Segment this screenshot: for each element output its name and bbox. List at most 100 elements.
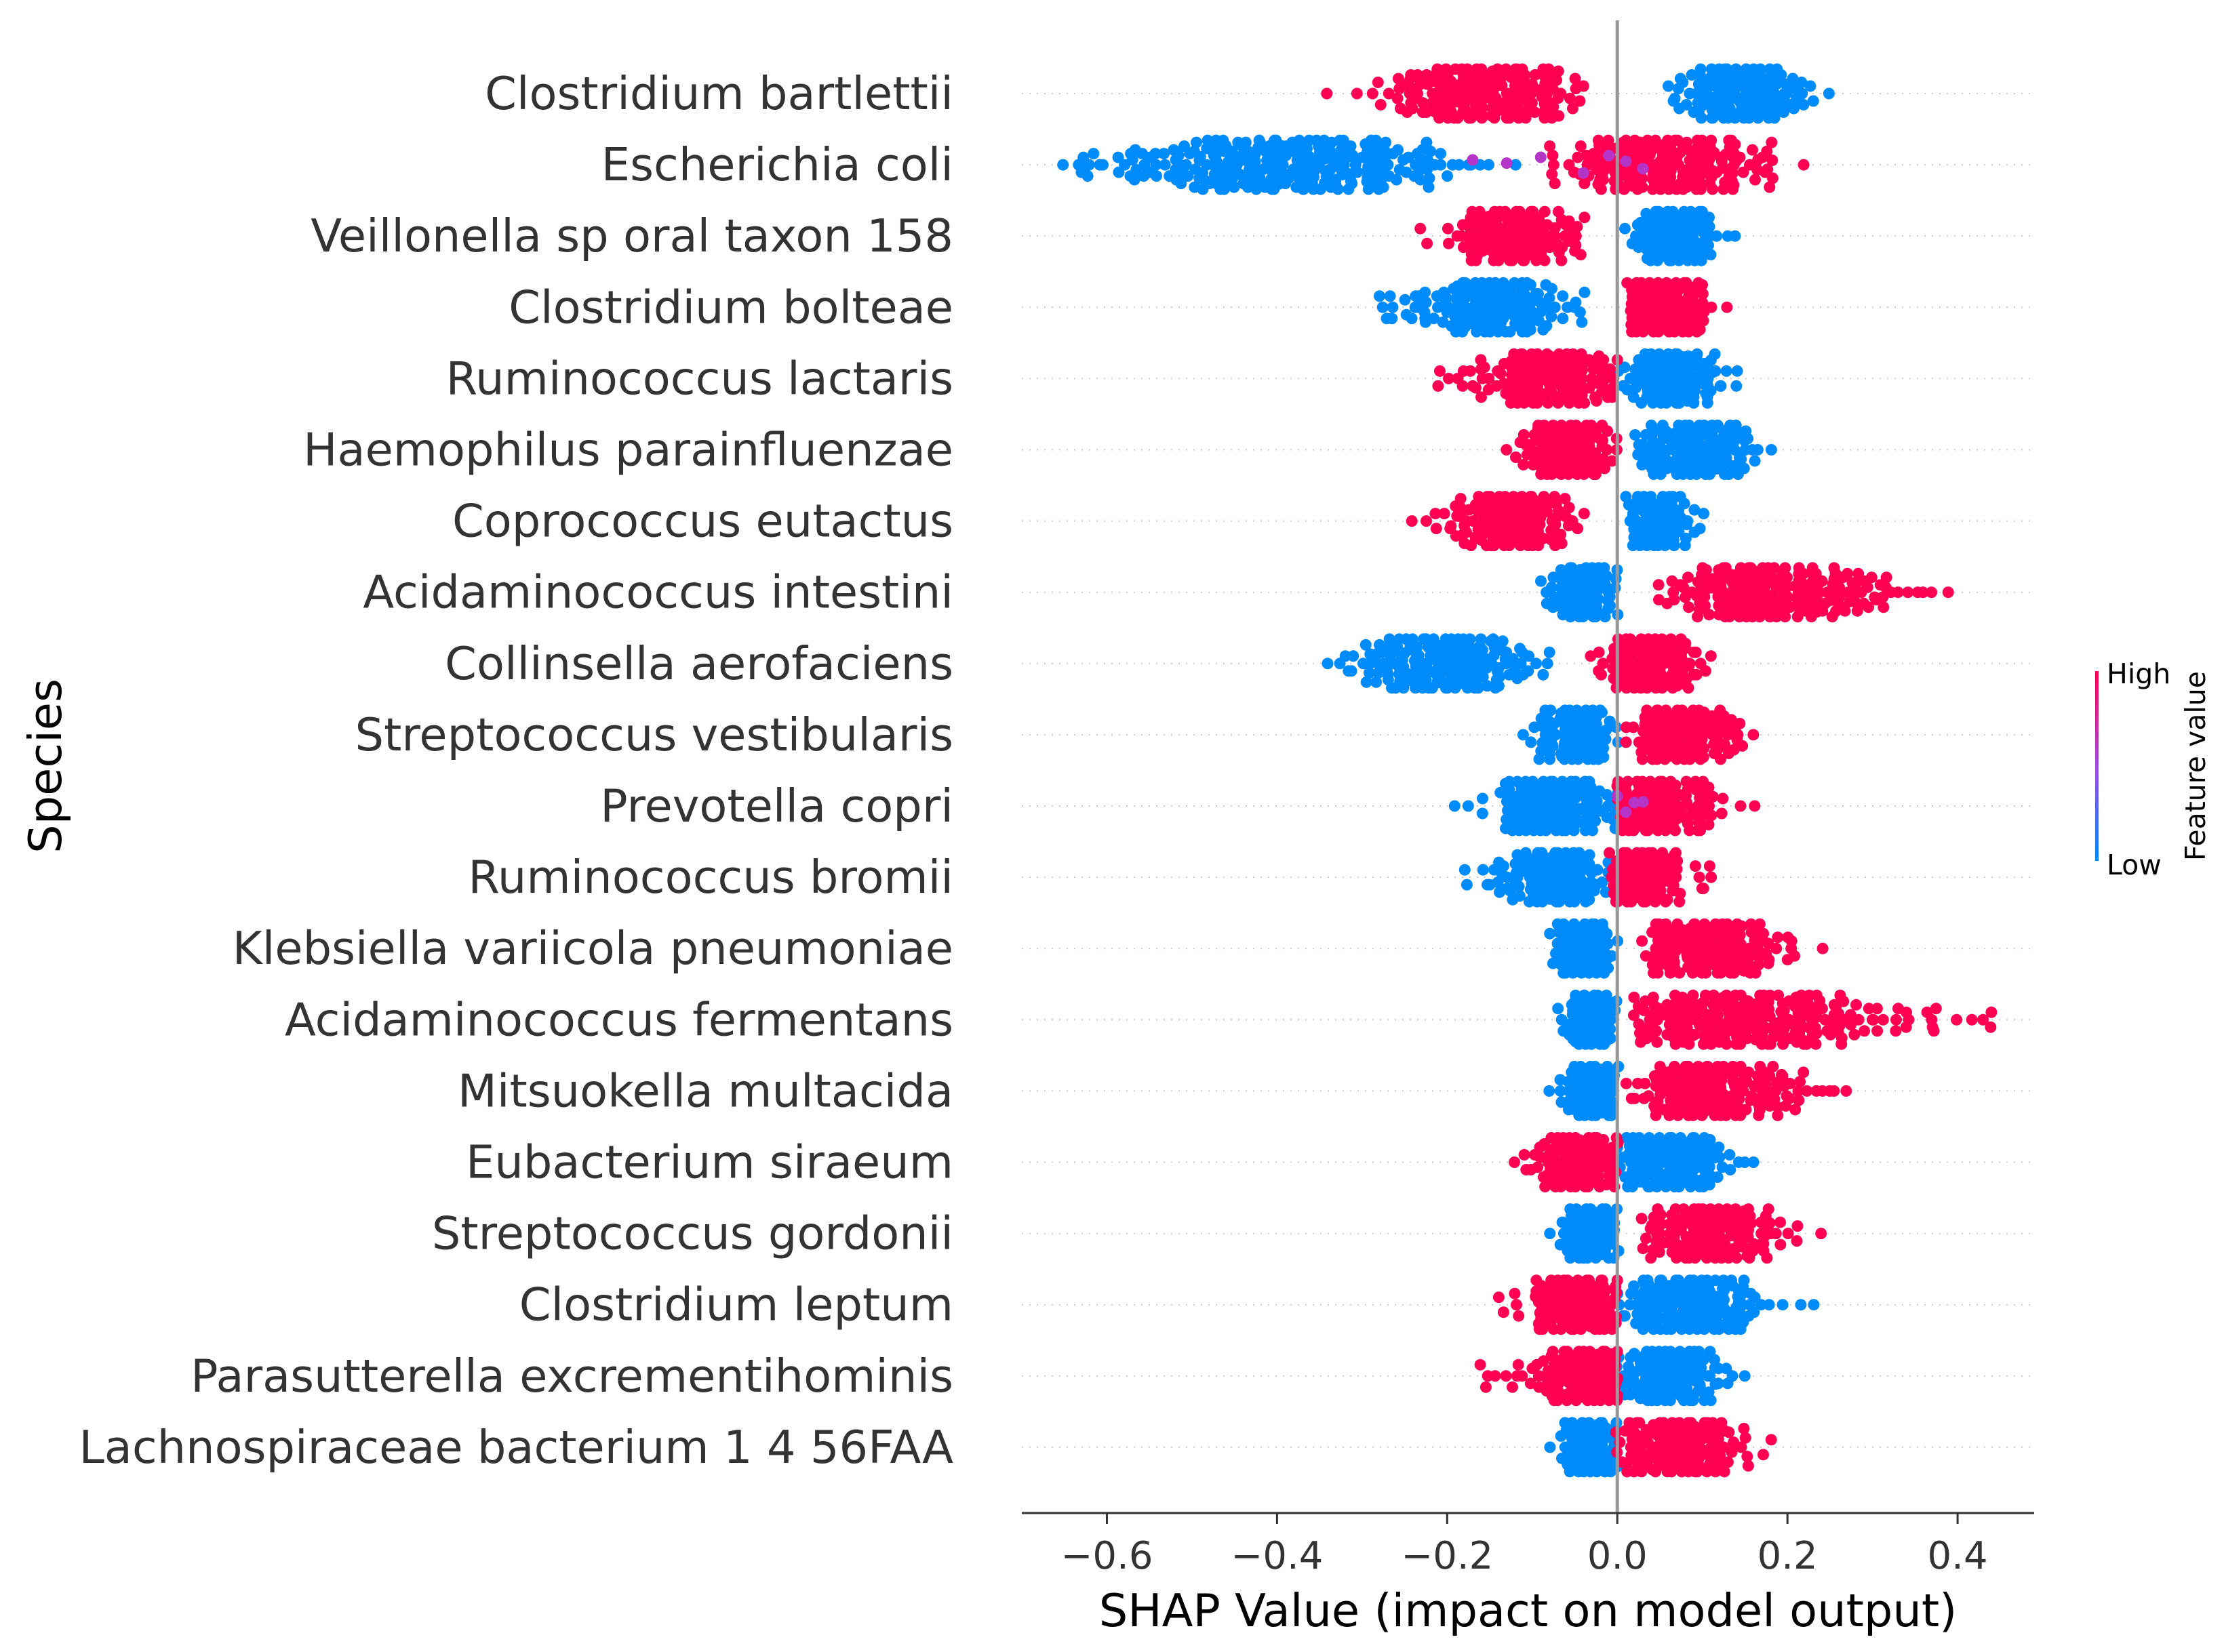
shap-point-low	[1715, 380, 1727, 392]
shap-point-low	[1432, 301, 1444, 313]
shap-point-low	[1448, 283, 1460, 295]
shap-point-low	[1601, 789, 1613, 801]
shap-point-high	[1427, 87, 1439, 100]
shap-point-low	[1379, 145, 1391, 157]
shap-point-low	[1522, 665, 1534, 677]
shap-point-low	[1214, 183, 1227, 195]
shap-point-low	[1419, 286, 1431, 298]
shap-point-low	[1619, 361, 1631, 374]
shap-point-low	[1723, 468, 1735, 480]
shap-point-low	[1568, 824, 1580, 837]
shap-point-low	[1705, 249, 1717, 261]
shap-point-high	[1476, 372, 1488, 384]
shap-point-high	[1473, 105, 1485, 117]
shap-point-high	[1555, 468, 1567, 480]
shap-point-low	[1528, 721, 1541, 733]
shap-point-high	[1696, 883, 1708, 895]
shap-point-high	[1642, 824, 1654, 837]
shap-point-low	[1535, 575, 1547, 587]
shap-point-low	[1279, 178, 1292, 190]
shap-point-low	[1543, 1085, 1555, 1097]
shap-point-high	[1749, 174, 1761, 186]
shap-point-low	[1254, 172, 1266, 184]
shap-point-high	[1649, 895, 1661, 908]
shap-point-high	[1546, 168, 1558, 180]
shap-point-low	[1635, 397, 1648, 409]
shap-point-low	[1583, 967, 1595, 979]
shap-point-high	[1578, 211, 1591, 224]
shap-point-low	[1423, 181, 1435, 193]
shap-point-high	[1703, 860, 1715, 872]
shap-point-high	[1432, 380, 1444, 392]
shap-point-low	[1481, 680, 1493, 692]
shap-point-low	[1730, 380, 1743, 392]
shap-point-low	[1208, 159, 1219, 171]
shap-point-high	[1703, 819, 1715, 830]
shap-point-high	[1684, 753, 1696, 765]
shap-point-high	[1785, 935, 1798, 947]
shap-point-low	[1669, 1181, 1681, 1192]
shap-point-low	[1564, 611, 1576, 623]
shap-point-high	[1791, 611, 1804, 623]
shap-point-high	[1520, 1164, 1532, 1175]
shap-point-high	[1661, 597, 1673, 609]
shap-point-high	[1427, 97, 1438, 109]
shap-point-high	[1406, 515, 1418, 527]
shap-point-high	[1434, 365, 1446, 377]
shap-point-low	[1461, 682, 1473, 694]
shap-point-high	[1501, 444, 1513, 456]
shap-point-high	[1816, 1003, 1828, 1015]
shap-point-high	[1821, 1025, 1833, 1037]
shap-point-mid	[1577, 167, 1589, 179]
shap-point-high	[1780, 1100, 1792, 1112]
shap-point-low	[1332, 183, 1344, 195]
shap-point-high	[1682, 682, 1694, 694]
shap-point-high	[1627, 721, 1640, 733]
shap-point-low	[1543, 646, 1555, 658]
shap-point-low	[1259, 181, 1271, 193]
shap-point-high	[1747, 144, 1758, 156]
shap-point-high	[1597, 658, 1609, 670]
shap-point-high	[1703, 609, 1715, 621]
shap-point-high	[1861, 581, 1873, 593]
shap-point-low	[1461, 879, 1473, 891]
shap-point-high	[1848, 1028, 1861, 1041]
shap-point-high	[1725, 714, 1737, 726]
shap-point-low	[1541, 658, 1553, 670]
shap-point-high	[1534, 1151, 1546, 1163]
shap-point-high	[1636, 935, 1648, 947]
shap-point-low	[1507, 653, 1519, 664]
shap-point-high	[1576, 364, 1588, 376]
shap-point-low	[1704, 230, 1716, 242]
shap-point-low	[1477, 792, 1488, 805]
shap-point-low	[1690, 87, 1703, 100]
shap-point-low	[1537, 323, 1549, 336]
shap-point-low	[1531, 895, 1543, 908]
shap-point-high	[1563, 159, 1575, 171]
shap-point-low	[1716, 1161, 1728, 1173]
shap-point-low	[1532, 315, 1545, 327]
shap-point-high	[1517, 254, 1529, 266]
shap-point-high	[1684, 155, 1696, 166]
shap-point-low	[1601, 811, 1613, 823]
shap-point-low	[1345, 140, 1357, 153]
shap-point-high	[1659, 1009, 1671, 1021]
shap-point-low	[1446, 159, 1458, 171]
shap-point-high	[1560, 219, 1572, 231]
shap-point-high	[1639, 1077, 1651, 1089]
shap-point-high	[1748, 1080, 1760, 1092]
shap-point-high	[1902, 586, 1914, 599]
shap-point-mid	[1620, 806, 1632, 818]
shap-point-low	[1671, 468, 1683, 480]
shap-point-high	[1545, 533, 1557, 546]
shap-point-high	[1871, 1003, 1883, 1015]
shap-point-low	[1208, 168, 1220, 180]
shap-point-high	[1727, 183, 1739, 195]
shap-point-low	[1743, 112, 1755, 124]
shap-point-high	[1366, 87, 1378, 100]
shap-point-low	[1297, 183, 1309, 195]
shap-point-low	[1682, 368, 1694, 380]
shap-point-low	[1399, 294, 1411, 306]
shap-point-low	[1670, 397, 1682, 409]
shap-point-high	[1730, 1109, 1742, 1121]
